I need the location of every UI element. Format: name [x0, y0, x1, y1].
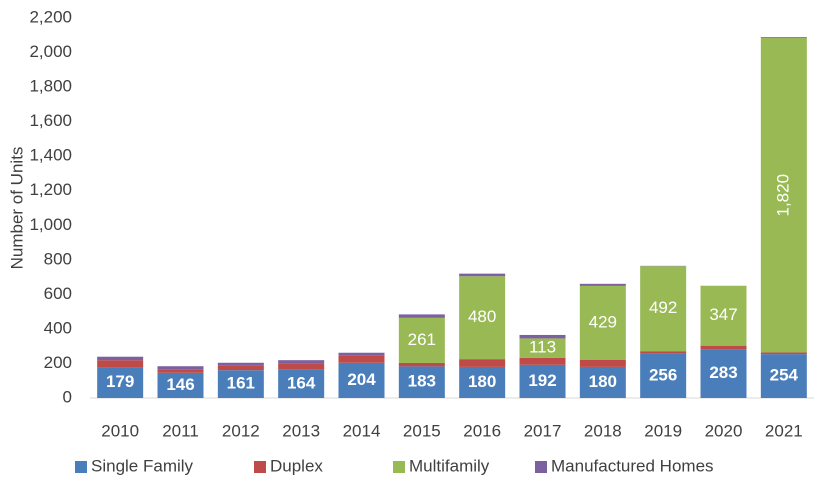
- y-tick-label: 1,800: [29, 77, 72, 96]
- bar-segment: [398, 366, 445, 398]
- bar-segment: [700, 345, 747, 350]
- bar-segment: [338, 362, 385, 398]
- bar-segment: [398, 362, 445, 367]
- data-label: 164: [287, 373, 316, 392]
- bar-segment: [579, 360, 626, 367]
- data-label: 192: [528, 371, 556, 390]
- bar-segment: [519, 364, 566, 398]
- data-label: 347: [709, 305, 737, 324]
- data-label: 146: [166, 375, 194, 394]
- bar-segment: [640, 266, 687, 352]
- legend-swatch: [393, 461, 405, 473]
- bar-segment: [760, 354, 807, 398]
- y-tick-label: 1,400: [29, 146, 72, 165]
- x-tick-label: 2014: [343, 421, 381, 440]
- y-tick-label: 1,200: [29, 180, 72, 199]
- legend-label: Single Family: [91, 456, 194, 475]
- bar-segment: [97, 356, 144, 361]
- x-tick-label: 2021: [765, 421, 803, 440]
- x-tick-label: 2015: [403, 421, 441, 440]
- bar-segment: [760, 38, 807, 353]
- legend-swatch: [75, 461, 87, 473]
- bar-segment: [338, 352, 385, 356]
- bar-segment: [579, 285, 626, 360]
- bar-segment: [760, 352, 807, 355]
- data-label: 256: [649, 365, 677, 384]
- data-label: 180: [468, 372, 496, 391]
- y-tick-label: 1,600: [29, 111, 72, 130]
- data-label: 183: [408, 372, 436, 391]
- bar-segment: [278, 369, 325, 398]
- bar-segment: [519, 334, 566, 339]
- bar-segment: [700, 285, 747, 346]
- legend-label: Multifamily: [409, 456, 490, 475]
- bar-segment: [398, 314, 445, 318]
- x-tick-label: 2012: [222, 421, 260, 440]
- y-axis-title: Number of Units: [7, 147, 26, 270]
- bar-segment: [579, 283, 626, 286]
- bar-segment: [519, 357, 566, 365]
- bar-segment: [459, 276, 506, 360]
- bar-segment: [278, 363, 325, 370]
- bar-segment: [398, 317, 445, 363]
- x-tick-label: 2016: [463, 421, 501, 440]
- bar-segment: [579, 366, 626, 398]
- y-tick-label: 0: [63, 387, 72, 406]
- bar-segment: [157, 366, 204, 370]
- data-label: 180: [589, 372, 617, 391]
- data-label: 254: [770, 366, 799, 385]
- data-label: 1,820: [773, 174, 792, 217]
- bar-segment: [97, 360, 144, 368]
- bar-segment: [157, 369, 204, 373]
- legend-swatch: [254, 461, 266, 473]
- data-label: 429: [589, 312, 617, 331]
- y-tick-label: 200: [44, 353, 72, 372]
- y-tick-label: 400: [44, 318, 72, 337]
- x-tick-label: 2013: [282, 421, 320, 440]
- data-label: 261: [408, 330, 436, 349]
- legend-label: Duplex: [270, 456, 323, 475]
- y-tick-label: 2,000: [29, 42, 72, 61]
- bar-segment: [459, 359, 506, 367]
- y-tick-label: 1,000: [29, 215, 72, 234]
- data-label: 179: [106, 372, 134, 391]
- data-label: 283: [709, 363, 737, 382]
- data-label: 161: [227, 374, 255, 393]
- bar-segment: [278, 360, 325, 364]
- y-tick-label: 2,200: [29, 7, 72, 26]
- bar-segment: [519, 338, 566, 358]
- bar-segment: [459, 273, 506, 277]
- x-tick-label: 2010: [101, 421, 139, 440]
- x-tick-label: 2019: [644, 421, 682, 440]
- y-tick-label: 600: [44, 284, 72, 303]
- bar-segment: [217, 362, 264, 366]
- x-tick-label: 2020: [705, 421, 743, 440]
- x-tick-label: 2018: [584, 421, 622, 440]
- bar-segment: [700, 349, 747, 398]
- legend-label: Manufactured Homes: [551, 456, 714, 475]
- data-label: 480: [468, 307, 496, 326]
- x-tick-label: 2017: [524, 421, 562, 440]
- legend-swatch: [535, 461, 547, 473]
- bar-segment: [459, 366, 506, 398]
- x-tick-label: 2011: [162, 421, 199, 440]
- bar-segment: [640, 353, 687, 398]
- bar-segment: [97, 367, 144, 398]
- y-tick-label: 800: [44, 249, 72, 268]
- bar-segment: [157, 372, 204, 398]
- bar-segment: [338, 355, 385, 363]
- data-label: 492: [649, 298, 677, 317]
- bar-segment: [217, 365, 264, 371]
- bar-segment: [760, 37, 807, 39]
- bar-segment: [217, 370, 264, 398]
- data-label: 113: [529, 338, 556, 357]
- bar-segment: [640, 351, 687, 354]
- data-label: 204: [347, 370, 376, 389]
